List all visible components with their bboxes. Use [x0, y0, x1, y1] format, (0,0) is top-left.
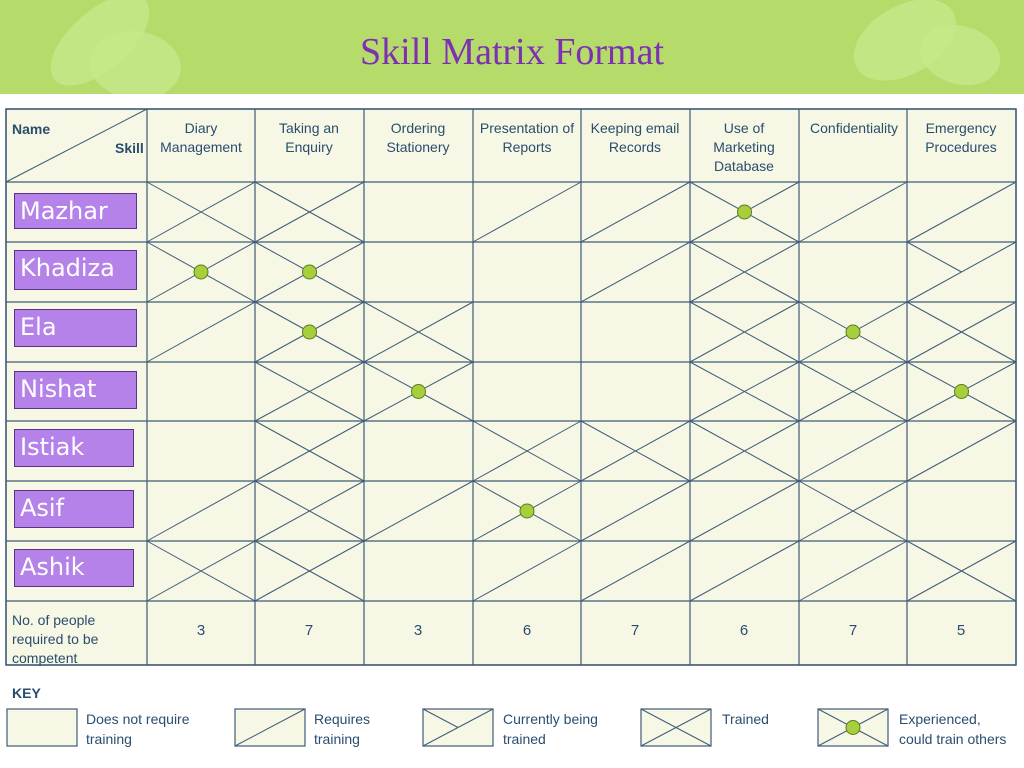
cell-asif-reports-experienced-dot — [519, 503, 535, 519]
page-title: Skill Matrix Format — [360, 31, 664, 73]
skill-header-enquiry: Taking an Enquiry — [279, 120, 339, 155]
cell-nishat-confidentiality-backslash — [798, 361, 908, 422]
cell-nishat-marketing-backslash — [689, 361, 800, 422]
header-banner: Skill Matrix Format — [0, 0, 1024, 94]
skill-header-confidentiality: Confidentiality — [810, 120, 898, 136]
cell-ela-confidentiality-experienced-dot — [845, 324, 861, 340]
cell-ela-emergency-backslash — [906, 301, 1017, 363]
cell-khadiza-enquiry-experienced-dot — [302, 264, 317, 280]
required-count-stationery: 3 — [413, 622, 423, 639]
skill-header-stationery: Ordering Stationery — [386, 120, 450, 155]
cell-istiak-email-backslash — [580, 420, 691, 482]
key-label-requires-training: Requires training — [314, 711, 371, 747]
key-label-being-trained: Currently being trained — [503, 711, 598, 747]
cell-nishat-emergency-experienced-dot — [954, 384, 969, 399]
cell-asif-marketing-slash — [689, 480, 800, 542]
cell-ashik-enquiry-backslash — [254, 540, 365, 602]
cell-ashik-marketing-slash — [689, 540, 800, 602]
cell-khadiza-email-slash — [580, 241, 691, 303]
cell-istiak-confidentiality-slash — [798, 420, 908, 482]
required-count-reports: 6 — [522, 622, 532, 639]
cell-ela-marketing-backslash — [689, 301, 800, 363]
required-count-email: 7 — [630, 622, 640, 639]
cell-mazhar-enquiry-backslash — [254, 181, 365, 243]
cell-istiak-enquiry-backslash — [254, 420, 365, 482]
cell-asif-email-slash — [580, 480, 691, 542]
corner-diagonal — [5, 108, 148, 183]
cell-ela-enquiry-experienced-dot — [302, 324, 317, 340]
person-name-istiak: Istiak — [14, 429, 134, 467]
person-name-asif: Asif — [14, 490, 134, 528]
skill-header-reports: Presentation of Reports — [479, 120, 575, 155]
key-label-no-training: Does not require training — [86, 711, 190, 747]
cell-khadiza-marketing-backslash — [689, 241, 800, 303]
matrix-background — [5, 108, 1017, 666]
person-name-mazhar: Mazhar — [14, 193, 137, 229]
required-count-confidentiality: 7 — [848, 622, 858, 639]
cell-ashik-email-slash — [580, 540, 691, 602]
required-count-enquiry: 7 — [304, 622, 314, 639]
cell-mazhar-reports-slash — [472, 181, 582, 243]
cell-istiak-marketing-backslash — [689, 420, 800, 482]
corner-skill-label: Skill — [115, 140, 144, 156]
cell-mazhar-confidentiality-slash — [798, 181, 908, 243]
key-swatch-being-trained-half-backslash — [422, 708, 459, 728]
cell-mazhar-emergency-slash — [906, 181, 1017, 243]
person-name-nishat: Nishat — [14, 371, 137, 409]
cell-mazhar-email-slash — [580, 181, 691, 243]
cell-asif-enquiry-backslash — [254, 480, 365, 542]
cell-khadiza-diary-experienced-dot — [193, 264, 209, 280]
cell-ashik-diary-backslash — [146, 540, 256, 602]
key-label-trained: Trained — [722, 711, 769, 727]
skill-header-email: Keeping email Records — [590, 120, 680, 155]
key-swatch-requires-training-slash — [234, 708, 306, 747]
required-count-label: No. of people required to be competent — [12, 612, 99, 666]
cell-nishat-enquiry-backslash — [254, 361, 365, 422]
cell-ela-stationery-backslash — [363, 301, 474, 363]
key-swatch-no-training — [6, 708, 78, 747]
cell-asif-stationery-slash — [363, 480, 474, 542]
cell-khadiza-emergency-half-backslash — [906, 241, 962, 273]
cell-asif-diary-slash — [146, 480, 256, 542]
required-count-diary: 3 — [196, 622, 206, 639]
cell-istiak-emergency-slash — [906, 420, 1017, 482]
skill-header-marketing: Use of Marketing Database — [713, 120, 775, 174]
skill-header-emergency: Emergency Procedures — [925, 120, 997, 155]
cell-ashik-reports-slash — [472, 540, 582, 602]
cell-asif-confidentiality-backslash — [798, 480, 908, 542]
cell-ela-diary-slash — [146, 301, 256, 363]
key-swatch-trained-backslash — [640, 708, 712, 747]
cell-ashik-confidentiality-slash — [798, 540, 908, 602]
required-count-marketing: 6 — [739, 622, 749, 639]
cell-mazhar-marketing-experienced-dot — [737, 204, 752, 220]
key-swatch-experienced-experienced-dot — [845, 720, 861, 735]
skill-header-diary: Diary Management — [160, 120, 242, 155]
person-name-khadiza: Khadiza — [14, 250, 137, 290]
cell-nishat-stationery-experienced-dot — [411, 384, 426, 399]
cell-mazhar-diary-backslash — [146, 181, 256, 243]
required-count-emergency: 5 — [956, 622, 966, 639]
person-name-ela: Ela — [14, 309, 137, 347]
key-title: KEY — [12, 685, 41, 701]
person-name-ashik: Ashik — [14, 549, 134, 587]
key-label-experienced: Experienced, could train others — [899, 711, 1007, 747]
cell-istiak-reports-backslash — [472, 420, 582, 482]
corner-name-label: Name — [12, 121, 51, 137]
cell-ashik-emergency-backslash — [906, 540, 1017, 602]
